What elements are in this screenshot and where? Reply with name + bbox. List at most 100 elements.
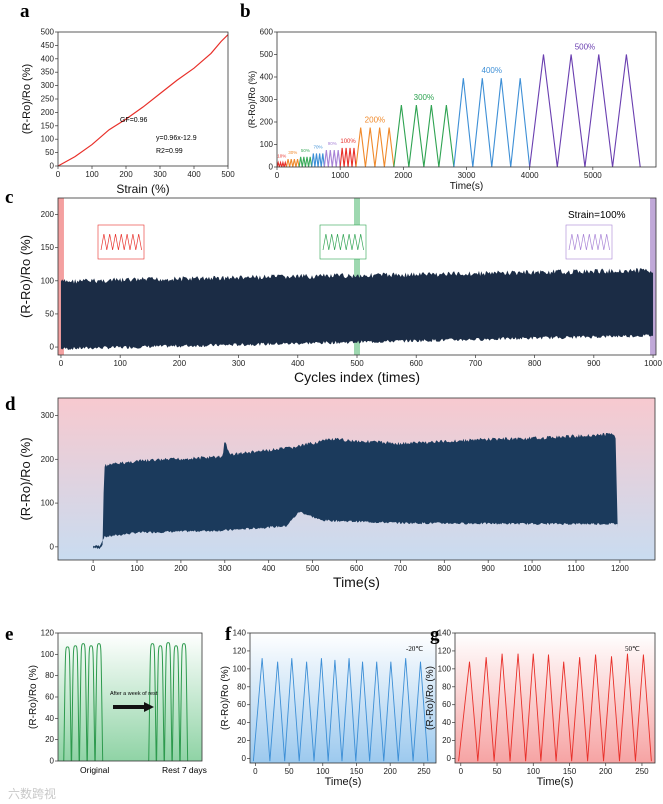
- x-tick-label: 800: [438, 564, 452, 573]
- panel-b: [274, 31, 657, 170]
- panel-label: d: [5, 394, 16, 415]
- series-line-30%: [285, 159, 300, 167]
- watermark-logo: 六数跨视: [8, 786, 56, 801]
- group-label: 200%: [365, 116, 385, 125]
- series-line: [252, 658, 429, 762]
- y-tick-label: 0: [50, 343, 55, 352]
- x-tick-label: 300: [153, 170, 167, 179]
- panel-label: c: [5, 187, 13, 208]
- y-tick-label: 40: [45, 714, 54, 723]
- series-line-200%: [355, 127, 395, 167]
- annotation-fit: y=0.96x-12.9: [156, 135, 197, 142]
- y-tick-label: 250: [41, 95, 55, 104]
- x-tick-label: 100: [316, 767, 330, 776]
- y-tick-label: 100: [41, 276, 55, 285]
- series-line-response: [58, 34, 228, 166]
- highlight-band: [58, 198, 64, 355]
- strain-annotation: Strain=100%: [568, 210, 626, 221]
- y-tick-label: 140: [233, 629, 247, 638]
- temperature-annotation: -20℃: [406, 645, 423, 653]
- y-tick-label: 600: [260, 28, 274, 37]
- y-axis-title: (R-Ro)/Ro (%): [21, 64, 33, 134]
- x-tick-label: 5000: [584, 171, 602, 180]
- y-tick-label: 0: [242, 754, 247, 763]
- y-axis-title: (R-Ro)/Ro (%): [18, 437, 33, 520]
- x-tick-label: 500: [306, 564, 320, 573]
- x-tick-label: 200: [119, 170, 133, 179]
- y-tick-label: 20: [442, 736, 451, 745]
- x-tick-label: 0: [275, 171, 280, 180]
- signal-band: [93, 432, 618, 550]
- inset-waveform: [565, 224, 613, 260]
- x-tick-label: 50: [285, 767, 294, 776]
- y-tick-label: 350: [41, 68, 55, 77]
- group-label: 90%: [328, 141, 337, 146]
- panel-label: f: [225, 624, 232, 645]
- x-axis-title: Time(s): [325, 776, 362, 788]
- plot-frame: [249, 632, 437, 764]
- inset-waveform: [97, 224, 145, 260]
- y-tick-label: 0: [50, 542, 55, 551]
- panel-a: [55, 31, 229, 169]
- y-tick-label: 100: [260, 140, 274, 149]
- series-line-400%: [453, 78, 531, 167]
- plot-area: [63, 642, 189, 761]
- y-tick-label: 140: [438, 629, 452, 638]
- inset-waveform: [319, 224, 367, 260]
- x-tick-label: 0: [56, 170, 61, 179]
- panel-label: g: [430, 624, 440, 645]
- plot-background: [58, 32, 228, 166]
- x-axis-title: Time(s): [450, 181, 484, 192]
- y-tick-label: 100: [41, 135, 55, 144]
- x-tick-label: 150: [563, 767, 577, 776]
- x-tick-label: 600: [350, 564, 364, 573]
- x-tick-label: 3000: [458, 171, 476, 180]
- panel-e: [55, 632, 203, 762]
- panel-d: [55, 397, 656, 563]
- x-tick-label: 50: [493, 767, 502, 776]
- group-label: 50%: [301, 148, 310, 153]
- xtick-label: Rest 7 days: [162, 765, 207, 775]
- x-tick-label: 1000: [644, 359, 662, 368]
- inset-wave: [568, 233, 610, 251]
- y-tick-label: 150: [41, 243, 55, 252]
- plot-background: [277, 32, 656, 167]
- y-tick-label: 0: [269, 163, 274, 172]
- y-tick-label: 400: [41, 54, 55, 63]
- x-tick-label: 2000: [394, 171, 412, 180]
- y-tick-label: 60: [237, 700, 246, 709]
- group-label: 10%: [277, 154, 286, 159]
- y-tick-label: 50: [45, 309, 54, 318]
- x-tick-label: 900: [482, 564, 496, 573]
- y-tick-label: 120: [41, 629, 55, 638]
- y-tick-label: 450: [41, 41, 55, 50]
- x-tick-label: 400: [291, 359, 305, 368]
- xtick-label: Original: [80, 765, 109, 775]
- panel-label: e: [5, 624, 13, 645]
- panel-g: [452, 632, 656, 766]
- inset-wave: [100, 233, 142, 251]
- panel-label: b: [240, 1, 251, 22]
- plot-area: [277, 54, 641, 167]
- y-tick-label: 400: [260, 73, 274, 82]
- series-line-70%: [311, 153, 325, 167]
- y-tick-label: 80: [442, 682, 451, 691]
- series-line-90%: [323, 150, 341, 167]
- rest-annotation: After a week of rest: [110, 691, 158, 697]
- y-tick-label: 60: [442, 700, 451, 709]
- x-tick-label: 400: [262, 564, 276, 573]
- y-tick-label: 80: [237, 682, 246, 691]
- y-tick-label: 100: [41, 650, 55, 659]
- y-tick-label: 500: [260, 50, 274, 59]
- y-tick-label: 300: [41, 411, 55, 420]
- x-axis-title: Time(s): [333, 574, 380, 590]
- plot-area: [58, 198, 656, 355]
- x-axis-title: Time(s): [537, 776, 574, 788]
- y-tick-label: 80: [45, 671, 54, 680]
- series-line-original: [63, 643, 104, 761]
- annotation-gf: GF=0.96: [120, 117, 148, 124]
- y-tick-label: 120: [233, 646, 247, 655]
- x-tick-label: 0: [59, 359, 64, 368]
- panel-f: [247, 632, 437, 766]
